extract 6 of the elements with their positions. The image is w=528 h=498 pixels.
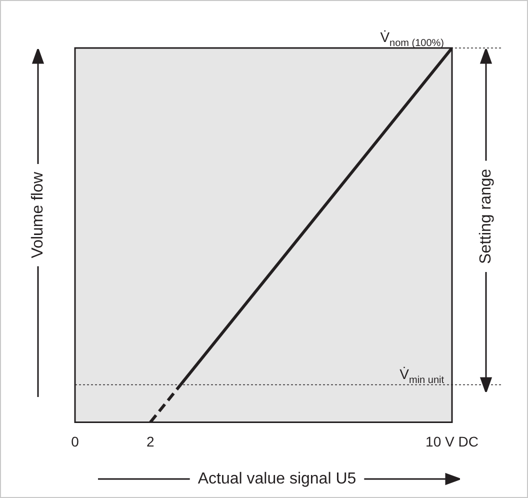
text: Setting range (477, 168, 494, 264)
y-axis-title: Volume flow (29, 172, 46, 258)
x-axis-title: Actual value signal U5 (198, 470, 356, 488)
x-tick-label: 0 (71, 433, 80, 450)
x-tick-label: 10 V DC (426, 433, 478, 450)
x-tick-label: 2 (146, 433, 154, 450)
